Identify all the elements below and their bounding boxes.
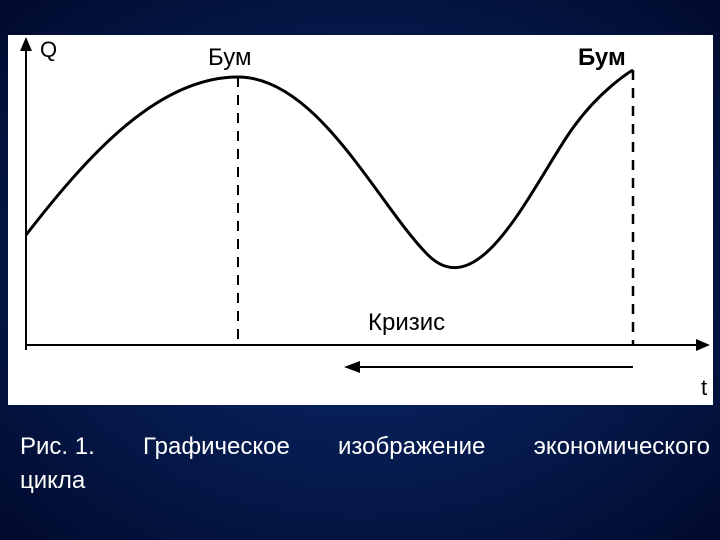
label-boom1: Бум — [208, 44, 251, 71]
economic-cycle-chart: Q t Бум Бум Кризис — [8, 35, 713, 405]
label-boom2: Бум — [578, 44, 626, 71]
caption-word-5: цикла — [20, 467, 85, 494]
caption-word-3: изображение — [338, 430, 485, 464]
axis-label-t: t — [701, 375, 707, 400]
chart-panel: Q t Бум Бум Кризис — [8, 35, 713, 405]
label-crisis: Кризис — [368, 309, 445, 336]
x-axis-arrowhead — [696, 339, 710, 351]
caption-word-2: Графическое — [143, 430, 290, 464]
y-axis-arrowhead — [20, 37, 32, 51]
axis-label-q: Q — [40, 37, 57, 62]
cycle-curve — [26, 70, 633, 268]
span-arrow-head — [344, 361, 360, 373]
caption-word-4: экономического — [534, 430, 710, 464]
caption-word-1: Рис. 1. — [20, 430, 95, 464]
figure-caption: Рис. 1. Графическое изображение экономич… — [20, 430, 708, 497]
